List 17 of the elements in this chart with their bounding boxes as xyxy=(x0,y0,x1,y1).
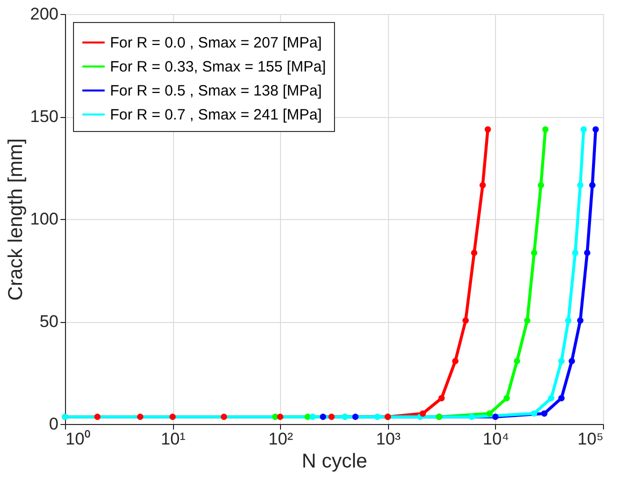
x-tick-label: 10² xyxy=(268,430,294,448)
legend-label: For R = 0.0 , Smax = 207 [MPa] xyxy=(110,34,322,52)
legend-label: For R = 0.7 , Smax = 241 [MPa] xyxy=(110,106,322,124)
y-tick-label: 150 xyxy=(30,107,58,126)
x-tick-label: 10⁵ xyxy=(578,430,604,448)
y-tick-label: 100 xyxy=(30,210,58,228)
x-axis-title: N cycle xyxy=(302,450,368,472)
x-tick-label: 10⁴ xyxy=(482,430,510,448)
legend-label: For R = 0.33, Smax = 155 [MPa] xyxy=(110,58,326,76)
y-tick-label: 0 xyxy=(49,414,58,434)
x-tick-label: 10³ xyxy=(376,430,401,448)
legend-label: For R = 0.5 , Smax = 138 [MPa] xyxy=(110,82,322,100)
y-tick-label: 200 xyxy=(30,4,58,24)
x-tick-label: 10¹ xyxy=(160,430,186,448)
x-tick-label: 10⁰ xyxy=(66,430,90,448)
y-axis-title: Crack length [mm] xyxy=(5,138,28,301)
y-tick-label: 50 xyxy=(40,312,58,331)
